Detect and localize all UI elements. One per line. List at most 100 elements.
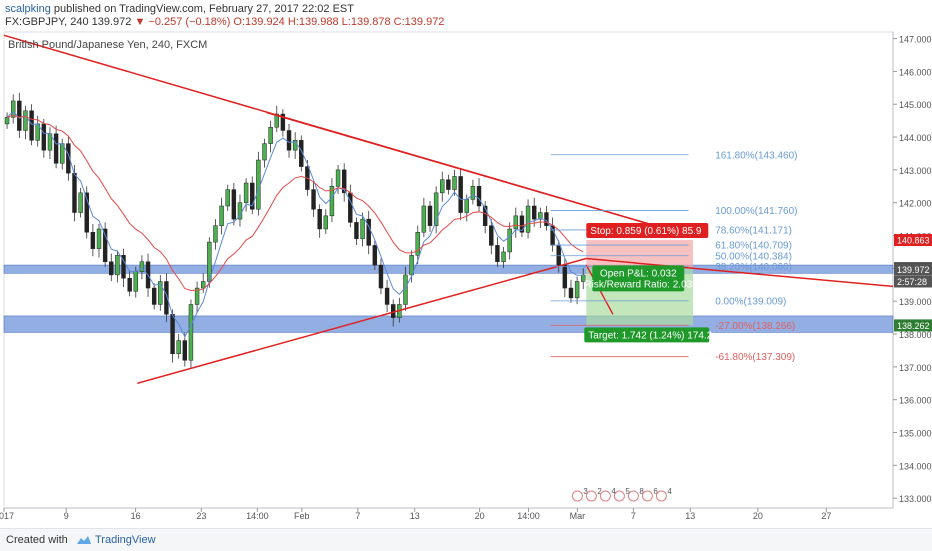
y-tick-label: 137.000 bbox=[899, 363, 932, 373]
candle-body bbox=[194, 287, 200, 305]
candle-body bbox=[519, 215, 525, 233]
candle-body bbox=[317, 209, 322, 230]
candle-body bbox=[256, 159, 261, 210]
candle-body bbox=[458, 176, 463, 213]
candle-body bbox=[495, 245, 500, 263]
candle-body bbox=[299, 140, 304, 167]
candle-body bbox=[482, 205, 488, 226]
event-marker bbox=[641, 490, 653, 502]
candle-body bbox=[531, 205, 537, 220]
fib-level-label: 0.00%(139.009) bbox=[715, 296, 786, 307]
candle-body bbox=[176, 340, 181, 354]
fib-level-label: 100.00%(141.760) bbox=[715, 206, 797, 217]
candle-body bbox=[421, 205, 427, 233]
candle-body bbox=[53, 133, 59, 164]
event-marker-label: 4 bbox=[667, 487, 672, 496]
stop-label: Stop: 0.859 (0.61%) 85.9 bbox=[586, 223, 709, 239]
candle-body bbox=[464, 199, 469, 213]
candle-body bbox=[151, 287, 157, 305]
y-tick-label: 143.000 bbox=[899, 166, 932, 176]
candle-body bbox=[372, 245, 378, 266]
target-label-text: Target: 1.742 (1.24%) 174.2 bbox=[588, 330, 712, 341]
candle-body bbox=[200, 281, 206, 289]
candle-body bbox=[501, 251, 506, 263]
candle-body bbox=[115, 254, 120, 276]
x-tick-label: 9 bbox=[64, 511, 69, 521]
fib-level-label: -61.80%(137.309) bbox=[715, 352, 795, 363]
fib-level-label: 38.20%(140.060) bbox=[715, 262, 792, 273]
moving-average-slow bbox=[6, 114, 584, 292]
author-link[interactable]: scalpking bbox=[5, 3, 51, 15]
x-tick-label: 7 bbox=[355, 511, 360, 521]
candle-body bbox=[78, 192, 83, 213]
y-tick-label: 135.000 bbox=[899, 428, 932, 438]
candle-body bbox=[538, 212, 543, 220]
candle-body bbox=[29, 110, 34, 141]
candle-body bbox=[574, 281, 580, 299]
candle-body bbox=[544, 212, 549, 226]
candle-body bbox=[452, 176, 457, 190]
event-marker bbox=[627, 490, 639, 502]
pnl-box-bg bbox=[592, 265, 685, 292]
event-marker-label: 6 bbox=[653, 487, 658, 496]
event-marker bbox=[599, 490, 611, 502]
candle-body bbox=[90, 231, 96, 249]
candle-body bbox=[84, 192, 89, 233]
x-tick-label: 23 bbox=[196, 511, 206, 521]
y-tick-label: 145.000 bbox=[899, 100, 932, 110]
candle-body bbox=[170, 314, 175, 354]
candle-body bbox=[158, 281, 163, 305]
candle-body bbox=[127, 277, 132, 292]
y-tick-label: 146.000 bbox=[899, 67, 932, 77]
candle-body bbox=[525, 205, 531, 233]
publish-line: scalpking published on TradingView.com, … bbox=[5, 3, 354, 16]
last-price: 139.972 bbox=[91, 16, 132, 28]
created-with-label: Created with bbox=[6, 534, 68, 546]
price-label-text: 139.972 bbox=[897, 265, 930, 275]
chart-area[interactable]: 147.000 146.000 145.000 144.000 143.000 142.0… bbox=[0, 30, 932, 530]
candle-body bbox=[440, 179, 445, 194]
x-tick-label: 14:00 bbox=[517, 511, 540, 521]
event-marker-label: 3 bbox=[583, 487, 588, 496]
candle-body bbox=[225, 189, 230, 207]
ohlc-values: O:139.924 H:139.988 L:139.878 C:139.972 bbox=[233, 16, 445, 28]
moving-average-fast bbox=[6, 110, 584, 338]
price-chart[interactable]: 147.000 146.000 145.000 144.000 143.000 142.0… bbox=[0, 30, 932, 530]
candle-body bbox=[41, 123, 47, 151]
event-marker-label: 8 bbox=[639, 487, 644, 496]
y-tick-label: 142.000 bbox=[899, 199, 932, 209]
x-tick-label: Feb bbox=[294, 511, 310, 521]
open-pnl-text: Open P&L: 0.032 bbox=[600, 268, 677, 279]
candle-body bbox=[10, 100, 16, 118]
x-tick-label: 20 bbox=[475, 511, 485, 521]
event-marker bbox=[585, 490, 597, 502]
candle-body bbox=[109, 261, 114, 276]
stop-label-text: Stop: 0.859 (0.61%) 85.9 bbox=[590, 226, 702, 237]
y-tick-label: 136.000 bbox=[899, 396, 932, 406]
candle-body bbox=[378, 264, 384, 289]
change-value: ▼ −0.257 (−0.18%) bbox=[134, 16, 231, 28]
target-label: Target: 1.742 (1.24%) 174.2 bbox=[584, 327, 713, 343]
tradingview-logo-icon bbox=[77, 536, 91, 545]
fib-level-label: 50.00%(140.384) bbox=[715, 251, 792, 262]
candle-body bbox=[139, 261, 145, 272]
candle-body bbox=[133, 271, 138, 292]
y-tick-label: 134.000 bbox=[899, 461, 932, 471]
tradingview-brand[interactable]: TradingView bbox=[76, 529, 156, 551]
x-tick-label: 13 bbox=[685, 511, 695, 521]
candle-body bbox=[513, 215, 519, 230]
footer: Created with TradingView bbox=[0, 528, 932, 551]
fib-level-label: 78.60%(141.171) bbox=[715, 225, 792, 236]
y-tick-label: 133.000 bbox=[899, 494, 932, 504]
event-marker bbox=[655, 490, 667, 502]
candle-body bbox=[354, 222, 359, 240]
x-tick-label: 27 bbox=[821, 511, 831, 521]
candle-body bbox=[4, 117, 10, 125]
fib-level-label: -27.00%(138.266) bbox=[715, 321, 795, 332]
x-tick-label: Mar bbox=[570, 511, 586, 521]
event-marker-label: 2 bbox=[597, 487, 602, 496]
candle-body bbox=[446, 179, 451, 190]
candle-body bbox=[384, 287, 390, 305]
support-zone bbox=[3, 264, 894, 274]
candle-body bbox=[96, 228, 102, 249]
